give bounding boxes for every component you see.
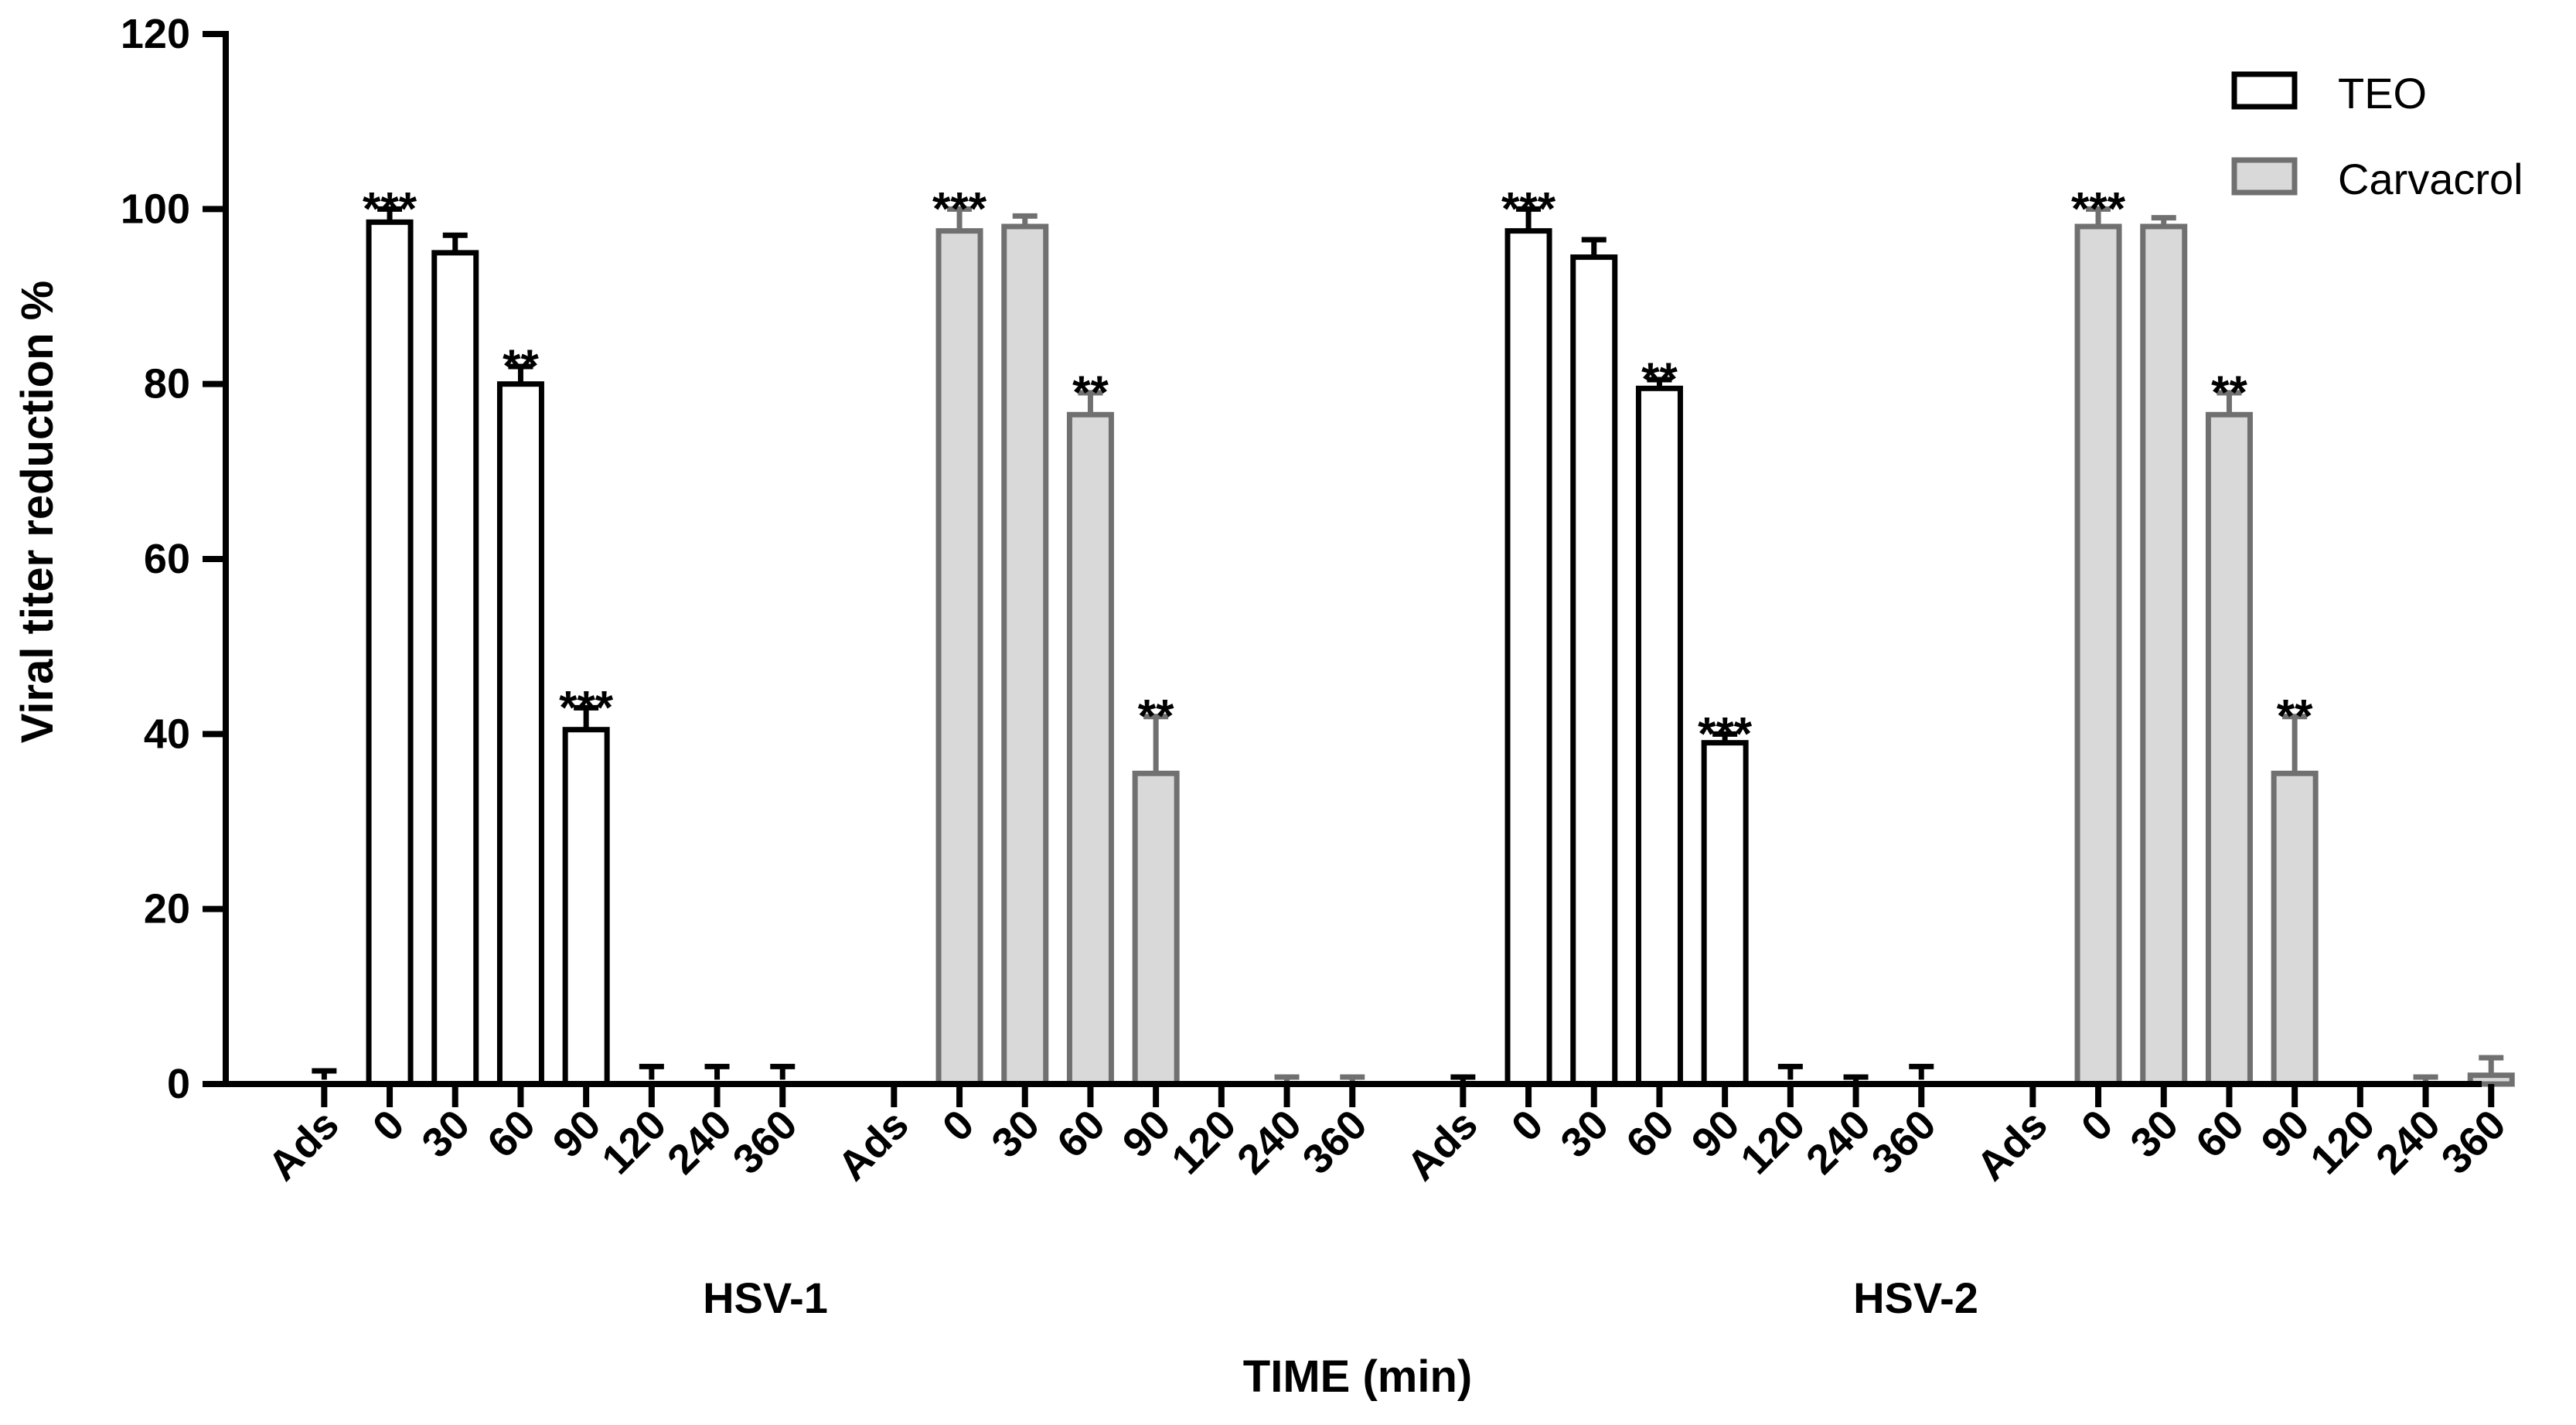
x-tick-label: 30	[2121, 1101, 2187, 1167]
y-tick-label: 80	[144, 361, 190, 407]
x-tick-label: Ads	[1398, 1101, 1487, 1190]
y-tick-label: 60	[144, 536, 190, 582]
y-tick-label: 0	[167, 1061, 190, 1107]
significance-label: ***	[1698, 707, 1753, 759]
x-tick-label: 0	[364, 1101, 414, 1151]
bar-teo-hsv-1	[431, 250, 479, 1087]
significance-label: ***	[932, 182, 987, 234]
x-tick-label: 240	[1228, 1101, 1310, 1183]
x-tick-label: Ads	[829, 1101, 918, 1190]
bar-teo-hsv-2	[1701, 740, 1749, 1087]
significance-label: **	[2277, 690, 2313, 742]
x-tick-label: 0	[934, 1101, 983, 1151]
bar-carvacrol-hsv-2	[2205, 411, 2253, 1087]
x-axis-label: TIME (min)	[1243, 1352, 1472, 1402]
x-tick-label: 360	[724, 1101, 806, 1183]
x-tick-label: 120	[2302, 1101, 2383, 1183]
significance-label: ***	[559, 681, 614, 733]
bar-carvacrol-hsv-1	[1001, 223, 1049, 1087]
significance-label: ***	[363, 182, 417, 234]
bar-carvacrol-hsv-1	[1066, 411, 1114, 1087]
x-tick-label: Ads	[259, 1101, 348, 1190]
x-tick-label: 360	[2433, 1101, 2515, 1183]
y-tick-label: 100	[121, 186, 190, 232]
significance-label: ***	[2071, 182, 2126, 234]
x-tick-label: Ads	[1968, 1101, 2056, 1190]
bar-carvacrol-hsv-2	[2074, 223, 2122, 1087]
y-tick-label: 120	[121, 11, 190, 57]
significance-label: **	[2211, 366, 2247, 418]
legend-swatch-teo	[2231, 71, 2298, 110]
significance-label: **	[1072, 366, 1109, 418]
significance-label: **	[503, 340, 539, 392]
x-tick-label: 0	[1503, 1101, 1552, 1151]
error-bars-layer	[312, 206, 2504, 1082]
legend: TEO Carvacrol	[2231, 69, 2523, 203]
x-tick-label: 240	[2367, 1101, 2449, 1183]
legend-swatch-carvacrol	[2231, 157, 2298, 196]
x-tick-label: 0	[2073, 1101, 2122, 1151]
x-tick-label: 30	[983, 1101, 1048, 1167]
x-tick-label: 60	[1048, 1101, 1114, 1167]
y-axis-label: Viral titer reduction %	[12, 281, 63, 743]
bar-carvacrol-hsv-2	[2271, 770, 2319, 1087]
significance-label: **	[1138, 690, 1174, 742]
x-tick-label: 30	[1552, 1101, 1617, 1167]
bar-carvacrol-hsv-2	[2140, 223, 2188, 1087]
significance-label: **	[1641, 353, 1678, 405]
bar-teo-hsv-2	[1570, 254, 1618, 1087]
bar-teo-hsv-2	[1635, 385, 1683, 1087]
x-tick-label: 360	[1294, 1101, 1376, 1183]
x-tick-label: 60	[2187, 1101, 2253, 1167]
significance-layer: ******************************	[363, 182, 2313, 759]
bar-teo-hsv-1	[562, 727, 610, 1087]
x-tick-label: 360	[1863, 1101, 1945, 1183]
x-tick-label: 120	[1163, 1101, 1245, 1183]
y-tick-label: 20	[144, 886, 190, 932]
bar-carvacrol-hsv-1	[1132, 770, 1180, 1087]
group-label-hsv-1: HSV-1	[703, 1273, 828, 1322]
x-tick-label: 60	[1617, 1101, 1683, 1167]
bar-teo-hsv-1	[496, 381, 544, 1087]
group-label-hsv-2: HSV-2	[1853, 1273, 1978, 1322]
legend-label-carvacrol: Carvacrol	[2338, 155, 2523, 203]
x-tick-label: 240	[1797, 1101, 1879, 1183]
x-tick-label: 60	[479, 1101, 544, 1167]
x-tick-label: 120	[593, 1101, 675, 1183]
legend-label-teo: TEO	[2338, 69, 2427, 118]
x-tick-label: 120	[1732, 1101, 1814, 1183]
x-tick-label: 240	[659, 1101, 741, 1183]
y-tick-label: 40	[144, 711, 190, 757]
y-ticks-layer: 0 20 40 60 80 100 120	[121, 11, 226, 1107]
bar-teo-hsv-1	[366, 219, 414, 1087]
x-tick-label: 30	[413, 1101, 479, 1167]
bars-layer	[366, 219, 2515, 1087]
significance-label: ***	[1501, 182, 1556, 234]
bar-carvacrol-hsv-1	[935, 228, 983, 1087]
bar-teo-hsv-2	[1504, 228, 1552, 1087]
